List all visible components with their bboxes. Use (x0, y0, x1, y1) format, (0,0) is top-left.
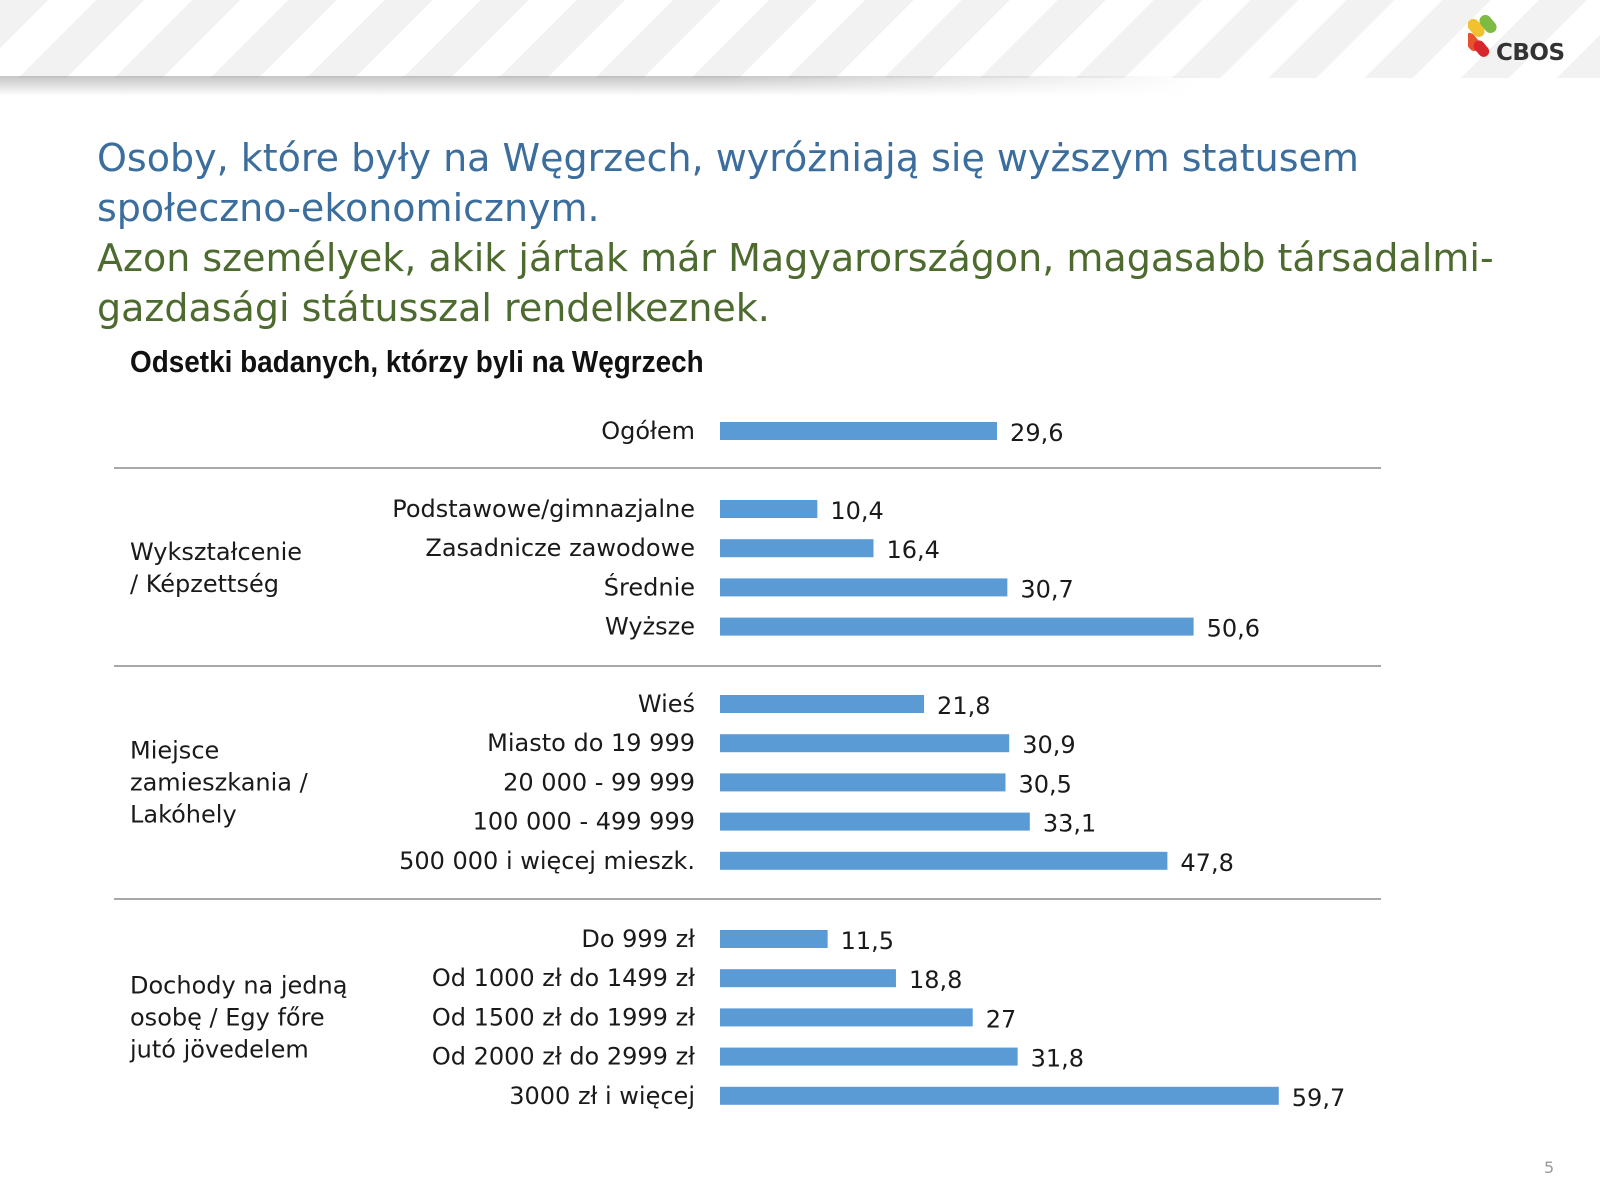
bar (720, 1047, 1018, 1066)
group-label-line: Wykształcenie (130, 538, 302, 566)
category-label: Od 1500 zł do 1999 zł (432, 1003, 695, 1031)
group-label: Wykształcenie / Képzettség (130, 538, 302, 598)
data-label: 10,4 (830, 497, 883, 525)
data-label: 30,7 (1020, 575, 1073, 603)
category-label: 500 000 i więcej mieszk. (399, 847, 695, 875)
group-label-line: jutó jövedelem (129, 1035, 309, 1063)
data-label: 27 (986, 1005, 1017, 1033)
category-label: Wyższe (605, 613, 695, 641)
group-label: Miejsce zamieszkania / Lakóhely (130, 736, 309, 828)
bar (720, 422, 998, 440)
category-label: Do 999 zł (581, 925, 695, 953)
data-label: 11,5 (841, 927, 894, 955)
data-label: 29,6 (1010, 419, 1063, 447)
bar (720, 812, 1030, 831)
cbos-logo-icon (1468, 14, 1497, 57)
group-label-line: Miejsce (130, 736, 219, 764)
bar (720, 734, 1010, 753)
category-label: Od 2000 zł do 2999 zł (432, 1043, 695, 1071)
logo-text: CBOS (1496, 40, 1565, 66)
group-label: Dochody na jedną osobę / Egy főre jutó jöv… (129, 971, 347, 1063)
data-label: 30,9 (1022, 731, 1075, 759)
header-shadow (0, 76, 1200, 96)
category-label: Od 1000 zł do 1499 zł (432, 964, 695, 992)
category-label: Zasadnicze zawodowe (425, 534, 695, 562)
bar (720, 578, 1008, 597)
data-label: 21,8 (937, 692, 990, 720)
bar (720, 930, 828, 948)
data-label: 59,7 (1292, 1084, 1345, 1112)
category-label: 20 000 - 99 999 (503, 768, 695, 796)
bar (720, 1008, 973, 1027)
data-label: 30,5 (1018, 770, 1071, 798)
bar (720, 695, 925, 713)
cbos-logo: CBOS (1468, 14, 1588, 70)
bar (720, 773, 1006, 792)
bar (720, 617, 1194, 636)
data-label: 47,8 (1180, 849, 1233, 877)
title-hungarian: Azon személyek, akik jártak már Magyaror… (97, 236, 1494, 330)
group-label-line: zamieszkania / (130, 768, 309, 796)
group-label-line: Dochody na jedną (130, 971, 347, 999)
title-polish: Osoby, które były na Węgrzech, wyróżniaj… (97, 136, 1359, 230)
data-label: 18,8 (909, 966, 962, 994)
data-label: 16,4 (887, 536, 940, 564)
category-label: Średnie (604, 571, 695, 601)
group-label-line: osobę / Egy főre (130, 1003, 325, 1031)
header-band (0, 0, 1600, 78)
data-label: 50,6 (1207, 615, 1260, 643)
category-label: Wieś (638, 690, 695, 718)
category-label: Podstawowe/gimnazjalne (392, 495, 695, 523)
page-number: 5 (1544, 1158, 1555, 1177)
category-label: Miasto do 19 999 (487, 729, 695, 757)
category-label: 3000 zł i więcej (509, 1082, 695, 1110)
data-label: 33,1 (1043, 810, 1096, 838)
category-label: Ogółem (601, 417, 695, 445)
data-label: 31,8 (1031, 1045, 1084, 1073)
group-label-line: / Képzettség (130, 570, 279, 598)
group-label-line: Lakóhely (130, 800, 237, 828)
bar (720, 539, 874, 558)
chart-title: Odsetki badanych, którzy byli na Węgrzec… (130, 344, 704, 379)
bar (720, 1086, 1279, 1105)
bar (720, 969, 896, 988)
category-label: 100 000 - 499 999 (473, 808, 695, 836)
bar (720, 500, 818, 518)
bar (720, 851, 1168, 870)
